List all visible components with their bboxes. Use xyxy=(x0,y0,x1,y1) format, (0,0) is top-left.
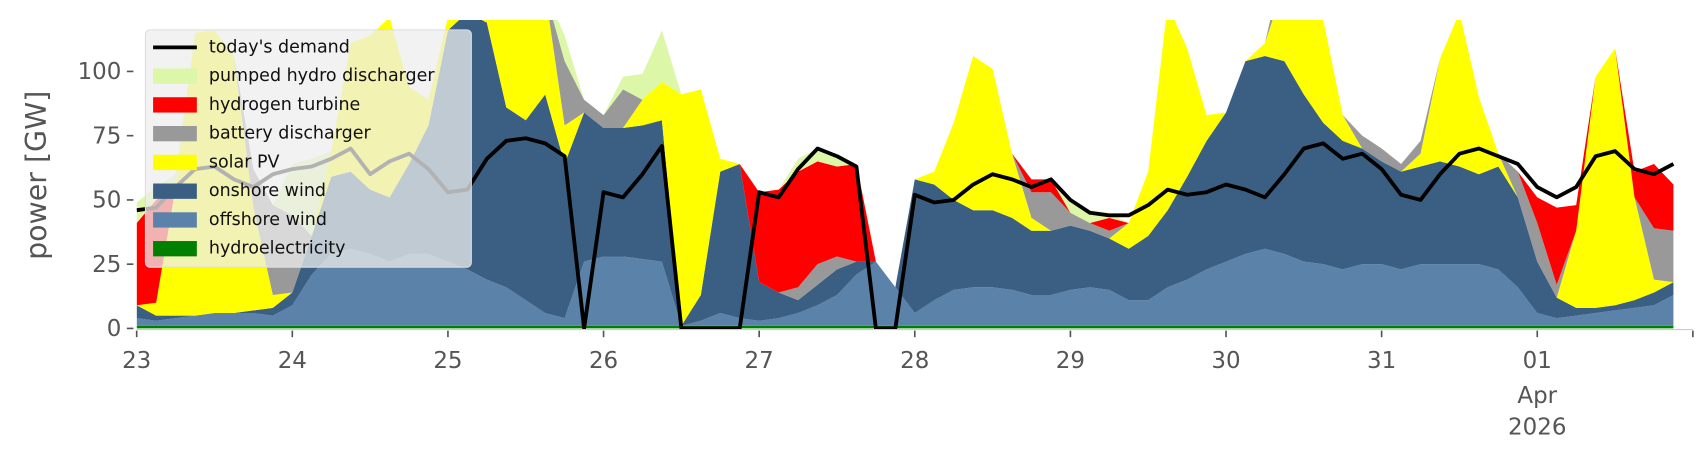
legend-label: battery discharger xyxy=(209,124,372,144)
legend: today's demand pumped hydro discharger hyd… xyxy=(144,29,472,268)
stacked-area xyxy=(136,325,1674,329)
legend-label: offshore wind xyxy=(209,210,327,230)
x-tick-label: 28 xyxy=(900,348,929,374)
y-tick-label: 75 xyxy=(92,123,121,149)
legend-label: today's demand xyxy=(209,37,350,57)
x-tick-label: 30 xyxy=(1211,348,1240,374)
x-tick-label: 01 xyxy=(1523,348,1552,374)
legend-box xyxy=(144,29,472,268)
legend-swatch xyxy=(153,241,197,257)
stacked-area xyxy=(136,20,1674,326)
x-tick-label: 29 xyxy=(1056,348,1085,374)
y-tick-label: 100 xyxy=(78,59,122,85)
x-tick-label: 27 xyxy=(745,348,774,374)
legend-label: solar PV xyxy=(209,152,280,172)
legend-swatch xyxy=(153,97,197,113)
legend-swatch xyxy=(153,125,197,142)
x-tick-label: 31 xyxy=(1367,348,1396,374)
y-tick-label: 25 xyxy=(92,252,121,278)
stacked-area xyxy=(136,20,1674,306)
legend-label: pumped hydro discharger xyxy=(209,66,436,86)
legend-swatch xyxy=(153,212,197,228)
legend-label: hydrogen turbine xyxy=(209,95,360,115)
x-tick-label: 23 xyxy=(122,348,151,374)
x-tick-label: 25 xyxy=(433,348,462,374)
legend-swatch xyxy=(153,183,197,199)
x-date-context: Apr xyxy=(1517,383,1557,409)
y-axis-label: power [GW] xyxy=(20,91,53,260)
y-tick-label: 50 xyxy=(92,188,121,214)
y-tick-label: 0 xyxy=(107,316,122,342)
stacked-area xyxy=(136,248,1674,326)
x-tick-label: 24 xyxy=(278,348,307,374)
x-tick-label: 26 xyxy=(589,348,618,374)
x-date-context: 2026 xyxy=(1508,415,1566,441)
stacked-area xyxy=(136,20,1674,326)
legend-swatch xyxy=(153,68,197,84)
plot-area xyxy=(136,20,1675,330)
legend-label: hydroelectricity xyxy=(209,239,346,259)
legend-label: onshore wind xyxy=(209,181,326,201)
legend-swatch xyxy=(153,154,197,171)
